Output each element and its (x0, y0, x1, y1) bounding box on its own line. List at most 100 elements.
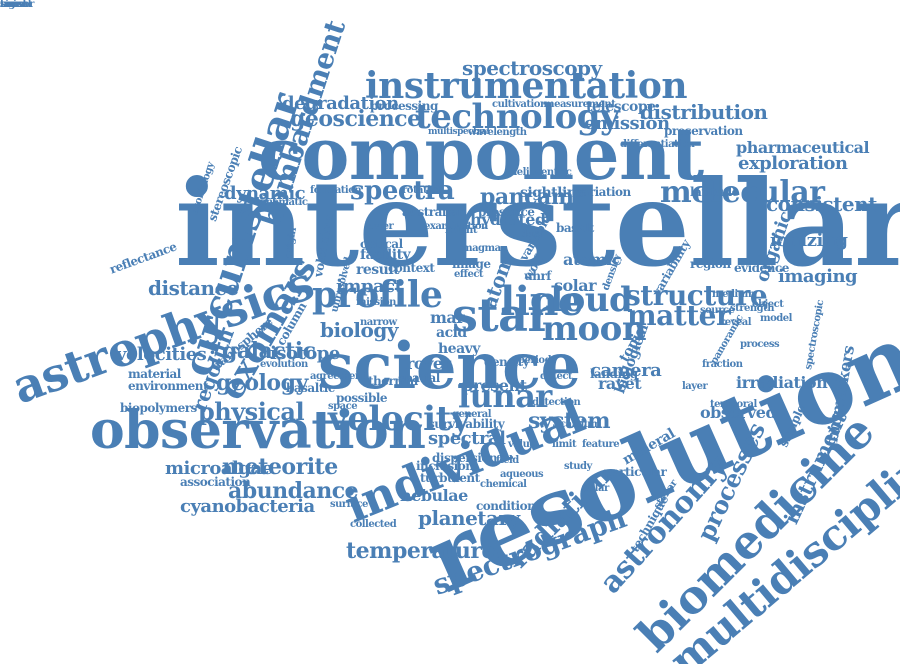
cloud-word: profile (312, 274, 443, 316)
cloud-word: facility (360, 247, 411, 263)
cloud-word: distance (148, 276, 239, 300)
cloud-word: rover (406, 354, 451, 373)
cloud-word: effect (454, 269, 484, 280)
cloud-word: planetary (418, 506, 520, 530)
cloud-word: mission (356, 297, 396, 308)
cloud-word: agreement (310, 371, 366, 382)
cloud-word: present (462, 376, 527, 395)
cloud-word: field (496, 455, 519, 466)
cloud-word: evolution (260, 359, 308, 370)
cloud-word: medium (712, 289, 755, 300)
cloud-word: nebulae (400, 486, 468, 505)
cloud-word: latitude (690, 185, 739, 199)
cloud-word: preservation (664, 124, 743, 138)
cloud-word: biopolymers (120, 401, 197, 415)
cloud-word: irradiation (736, 373, 828, 392)
cloud-word: spatial (398, 371, 440, 385)
cloud-word: mar (430, 308, 465, 327)
cloud-word: rotation (402, 185, 444, 196)
cloud-word: context (388, 261, 435, 275)
cloud-word: ionizing (770, 230, 848, 251)
cloud-word: emission (584, 113, 670, 134)
cloud-word: result (356, 262, 400, 278)
cloud-word: condition (476, 499, 536, 513)
cloud-word: environment (128, 379, 209, 393)
cloud-word: inclusion (416, 459, 474, 473)
cloud-word: narrow (360, 317, 397, 328)
cloud-word: lower (365, 221, 394, 232)
cloud-word: polar (582, 483, 609, 494)
cloud-word: presence (478, 205, 535, 219)
cloud-word: turbulent (420, 471, 480, 485)
cloud-word: component (258, 111, 704, 196)
cloud-word: surface (330, 499, 368, 510)
cloud-word: collected (350, 519, 397, 530)
cloud-word: instrumentation (365, 65, 688, 107)
cloud-word: differentiation (620, 139, 695, 150)
cloud-word: reveal (720, 317, 752, 328)
cloud-word: distribution (640, 100, 768, 124)
cloud-word: model (760, 313, 792, 324)
cloud-word: observed (700, 403, 777, 422)
cloud-word: geoscience (290, 106, 421, 132)
cloud-word: basalt (556, 221, 594, 235)
cloud-word: feature (582, 439, 620, 450)
cloud-word: observation (90, 400, 426, 461)
cloud-word: magma (462, 243, 501, 254)
cloud-word: physical (198, 397, 305, 426)
cloud-word: landing (590, 367, 638, 381)
cloud-word: source (700, 305, 735, 316)
cloud-word: period (518, 355, 552, 366)
cloud-word: aqueous (500, 469, 544, 480)
cloud-word: optical (360, 237, 403, 251)
cloud-word: sightline (520, 185, 585, 201)
cloud-word: impact (336, 276, 403, 297)
cloud-word: exploration (738, 153, 848, 174)
cloud-word: meteorite (222, 454, 338, 480)
cloud-word: galactic (222, 338, 316, 364)
cloud-word: technology (415, 97, 620, 137)
cloud-word: fraction (702, 359, 743, 370)
cloud-word: signal (0, 0, 31, 10)
cloud-word: region (690, 257, 731, 271)
cloud-word: dispersion (432, 451, 498, 465)
cloud-word: examination (424, 221, 488, 232)
cloud-word: biology (320, 318, 398, 342)
cloud-word: band (0, 0, 26, 10)
cloud-word: velocities (116, 344, 207, 365)
cloud-word: system (528, 408, 611, 434)
cloud-word: science (318, 329, 581, 404)
cloud-word: consistent (766, 192, 877, 216)
cloud-word: temporal (710, 399, 757, 410)
cloud-word: microalgae (165, 458, 273, 479)
cloud-word: processing (370, 99, 438, 113)
cloud-word: kinematic (256, 197, 308, 208)
cloud-word: spectral (428, 428, 506, 449)
cloud-word: moon (542, 309, 647, 349)
cloud-word: variation (575, 185, 631, 199)
cloud-word: association (180, 475, 251, 489)
cloud-word: cultivation (492, 99, 547, 110)
cloud-word: temperature (346, 538, 495, 564)
cloud-word: lunar (458, 377, 552, 415)
cloud-word: noise (0, 0, 28, 10)
cloud-word: pancam (480, 184, 574, 210)
cloud-word: degradation (282, 93, 399, 114)
cloud-word: heavy (438, 341, 480, 357)
cloud-word: cyanobacteria (180, 496, 315, 517)
cloud-word: cloud (530, 280, 633, 320)
cloud-word: value (508, 439, 536, 450)
cloud-word: camera (590, 360, 662, 381)
cloud-word: heliocentric (510, 167, 572, 178)
cloud-word: acid (436, 325, 467, 341)
cloud-word: detect (540, 371, 573, 382)
cloud-word: basaltic (286, 381, 335, 395)
cloud-word: material (128, 367, 181, 381)
cloud-word: ravet (598, 374, 642, 393)
cloud-word: limit (552, 439, 577, 450)
cloud-word: isotope (270, 343, 340, 364)
cloud-word: object (752, 299, 784, 310)
cloud-word: general (452, 409, 492, 420)
cloud-word: process (740, 339, 780, 350)
